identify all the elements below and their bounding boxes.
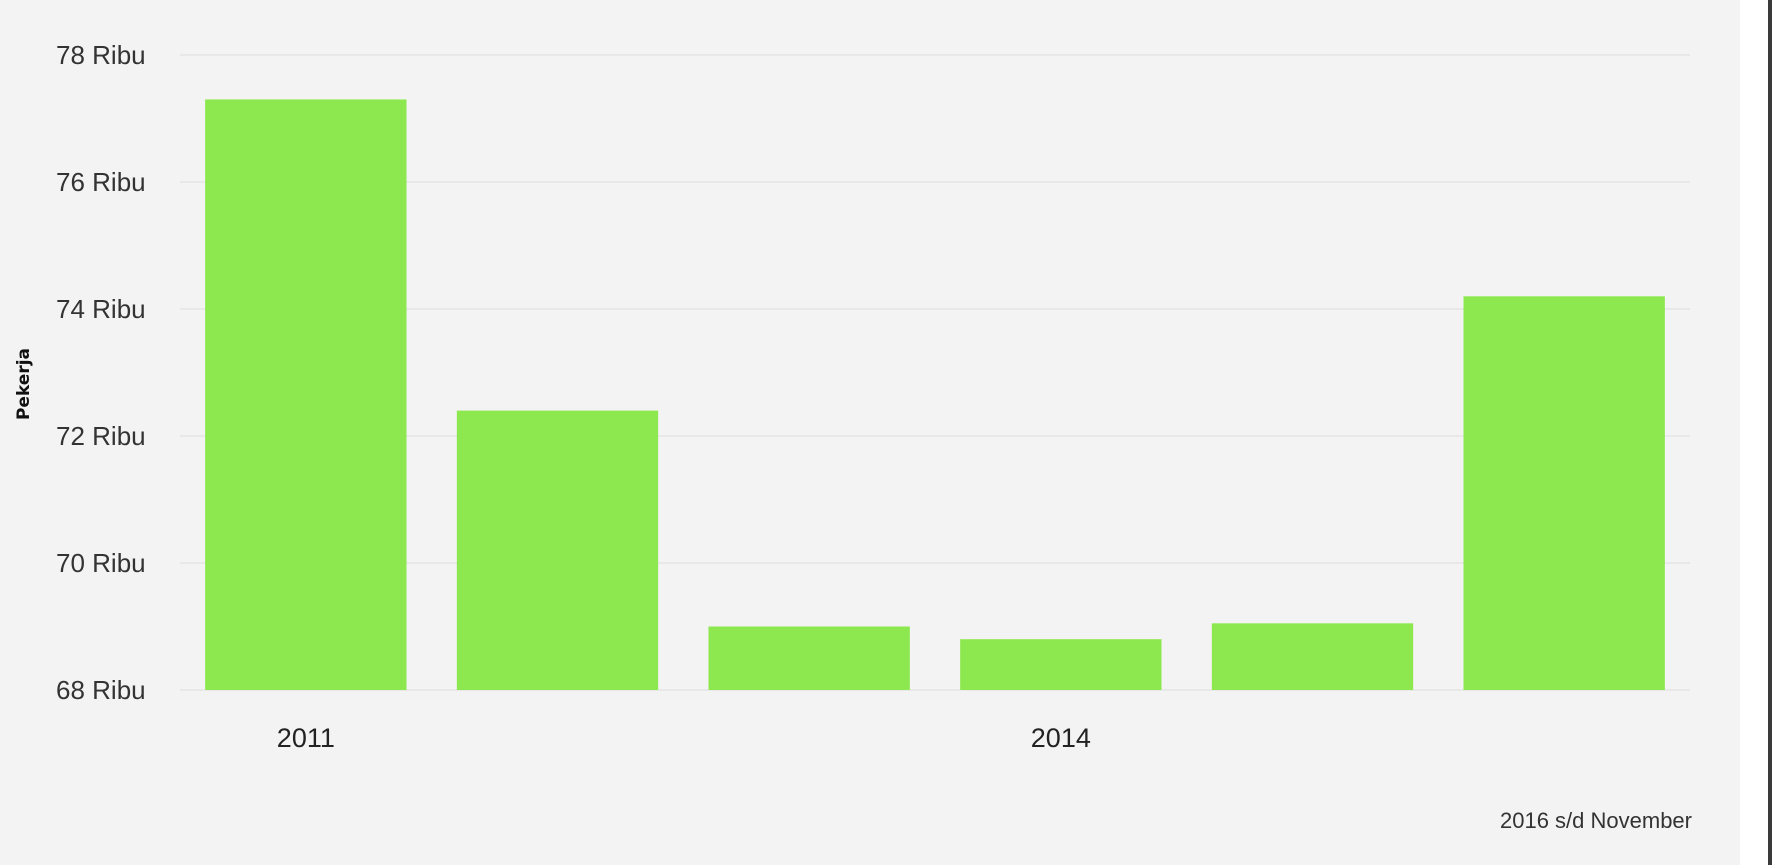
y-tick-label: 68 Ribu [56,675,146,705]
bar[interactable] [708,626,910,691]
right-edge-divider [1768,0,1772,865]
bar-chart: 68 Ribu 70 Ribu 72 Ribu 74 Ribu 76 Ribu 78 Ri… [14,40,1692,833]
footnote-annotation: 2016 s/d November [1500,808,1692,833]
y-tick-label: 72 Ribu [56,421,146,451]
y-axis-label: Pekerja [14,348,34,420]
y-tick-label: 74 Ribu [56,294,146,324]
gridlines [180,54,1690,691]
x-tick-label: 2014 [1031,723,1091,753]
x-axis-ticks: 2011 2014 [277,723,1091,753]
bar[interactable] [456,410,659,690]
y-tick-label: 78 Ribu [56,40,146,70]
x-tick-label: 2011 [277,723,335,753]
bar[interactable] [205,99,407,690]
bar[interactable] [960,639,1162,690]
bars [205,99,1665,690]
y-tick-label: 76 Ribu [56,167,146,197]
bar[interactable] [1463,296,1665,690]
y-axis-ticks: 68 Ribu 70 Ribu 72 Ribu 74 Ribu 76 Ribu 78 Ri… [56,40,146,705]
y-tick-label: 70 Ribu [56,548,146,578]
bar[interactable] [1211,623,1414,690]
